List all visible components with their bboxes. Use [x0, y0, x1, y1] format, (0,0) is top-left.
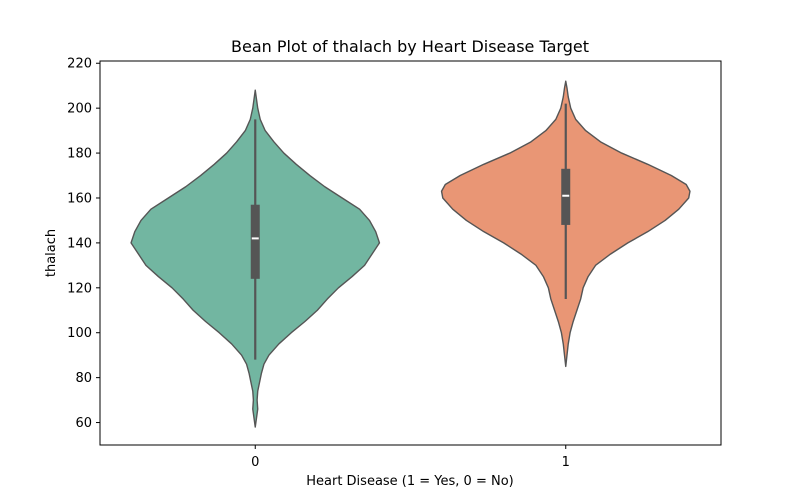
- y-tick-label: 160: [67, 191, 92, 206]
- y-axis: 60 80 100 120 140 160 180 200 220: [67, 57, 100, 431]
- y-tick-label: 180: [67, 147, 92, 162]
- y-tick-label: 120: [67, 281, 92, 296]
- plot-frame: [99, 60, 722, 446]
- x-tick-label: 1: [562, 455, 570, 470]
- y-tick-label: 140: [67, 236, 92, 251]
- iqr-box-0: [250, 204, 260, 279]
- y-tick-label: 80: [75, 371, 92, 386]
- y-tick-label: 220: [67, 57, 92, 72]
- x-axis-label: Heart Disease (1 = Yes, 0 = No): [306, 474, 514, 489]
- y-tick-label: 200: [67, 102, 92, 117]
- y-axis-label: thalach: [44, 229, 59, 277]
- plot-area: [130, 80, 691, 428]
- iqr-box-1: [561, 168, 571, 225]
- y-tick-label: 60: [75, 416, 92, 431]
- x-tick-label: 0: [251, 455, 259, 470]
- y-tick-label: 100: [67, 326, 92, 341]
- chart-title: Bean Plot of thalach by Heart Disease Ta…: [231, 37, 589, 56]
